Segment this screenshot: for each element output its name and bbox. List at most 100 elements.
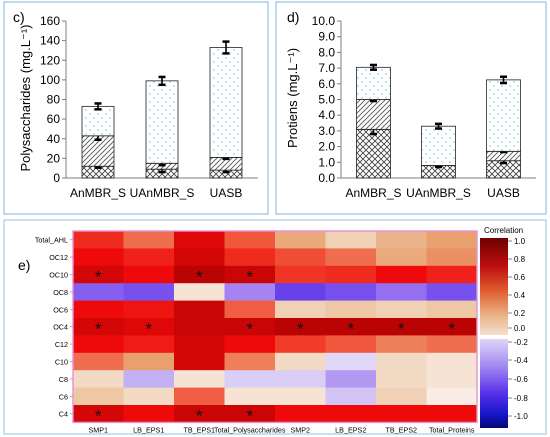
heatmap-row-label: OC4 [53, 323, 68, 332]
panel-d-frame [275, 1, 547, 215]
panel-d-y-tick-label: 0.0 [318, 171, 335, 185]
heatmap-cell [224, 265, 276, 284]
panel-d-y-tick-label: 6.0 [318, 77, 335, 91]
heatmap-column-label: TB_EPS1 [183, 425, 215, 434]
heatmap-cell [224, 370, 276, 388]
legend-tick-label: 0.2 [514, 309, 526, 318]
heatmap-cell [275, 283, 326, 301]
heatmap-cell [174, 387, 225, 406]
heatmap-cell [123, 370, 175, 388]
panel-d-ylabel: Protiens (mg.L⁻¹) [285, 48, 300, 148]
panel-d-y-tick-label: 10.0 [312, 14, 336, 28]
heatmap-cell [325, 248, 377, 267]
heatmap-cell [224, 231, 276, 249]
heatmap-cell [224, 300, 276, 319]
legend-tick-label: -0.4 [514, 356, 528, 365]
panel-d-y-tick-label: 8.0 [318, 45, 335, 59]
heatmap-cell [123, 231, 175, 249]
heatmap-cell [426, 370, 478, 388]
legend-tick-label: 0.0 [514, 324, 526, 333]
heatmap-column-label: Total_Polysaccharides [214, 425, 286, 434]
panel-c-y-tick-label: 0 [53, 171, 60, 185]
panel-c-bar-segment [81, 105, 115, 137]
heatmap-cell [174, 265, 225, 284]
heatmap-cell [325, 300, 377, 319]
legend-tick-label: 0.6 [514, 273, 526, 282]
significance-star: * [196, 268, 203, 287]
panel-c-frame [3, 1, 269, 215]
panel-d-y-tick-label: 7.0 [318, 61, 335, 75]
heatmap-cell [174, 370, 225, 388]
heatmap-cell [376, 335, 427, 354]
heatmap-row-label: C8 [59, 375, 68, 384]
heatmap-cell [325, 352, 377, 371]
heatmap-cell [174, 405, 225, 423]
panel-c-bar-segment [145, 80, 179, 164]
heatmap-cell [426, 265, 478, 284]
panel-d-bar-segment [421, 125, 456, 166]
heatmap-cell [426, 283, 478, 301]
panel-c-bar-segment [209, 47, 243, 158]
significance-star: * [246, 268, 253, 287]
panel-d-bar-segment [486, 79, 521, 152]
heatmap-column-label: TB_EPS2 [385, 425, 417, 434]
heatmap-cell [174, 283, 225, 301]
heatmap-cell [123, 300, 175, 319]
panel-d-y-tick-label: 4.0 [318, 108, 335, 122]
significance-star: * [95, 407, 102, 426]
panel-d-bar-segment [356, 128, 391, 179]
heatmap-cell [275, 405, 326, 423]
heatmap-cell [376, 405, 427, 423]
heatmap-cell [224, 352, 276, 371]
heatmap-cell [123, 283, 175, 301]
heatmap-cell [73, 370, 124, 388]
heatmap-cell [224, 387, 276, 406]
heatmap-cell [325, 283, 377, 301]
heatmap-cell [275, 231, 326, 249]
heatmap-cell [73, 352, 124, 371]
heatmap-row-label: Total_AHL [35, 236, 68, 245]
panel-d-x-tick-label: UAnMBR_S [406, 186, 471, 200]
panel-c-x-tick-label: UAnMBR_S [130, 186, 195, 200]
heatmap-cell [73, 283, 124, 301]
heatmap-cell [123, 265, 175, 284]
heatmap-cell [325, 335, 377, 354]
significance-star: * [246, 407, 253, 426]
legend-tick-label: -0.8 [514, 394, 528, 403]
panel-d-x-tick-label: UASB [487, 186, 520, 200]
heatmap-cell [275, 387, 326, 406]
heatmap-cell [73, 318, 124, 336]
legend-tick-label: 0.8 [514, 255, 526, 264]
heatmap-cell [123, 335, 175, 354]
heatmap-cell [73, 405, 124, 423]
panel-e-label: e) [18, 257, 30, 273]
significance-star: * [95, 268, 102, 287]
legend-tick-label: -1.0 [514, 412, 528, 421]
heatmap-cell [123, 352, 175, 371]
heatmap-cell [174, 248, 225, 267]
heatmap-cell [426, 405, 478, 423]
heatmap-cell [224, 318, 276, 336]
heatmap-cell [275, 248, 326, 267]
heatmap-cell [275, 265, 326, 284]
heatmap-column-label: LB_EPS1 [133, 425, 164, 434]
heatmap-cell [376, 387, 427, 406]
heatmap-cell [224, 248, 276, 267]
heatmap-cell [426, 231, 478, 249]
legend-ticks: 1.0 0.8 0.6 0.4 0.2 0.0 -0.2 -0.4 -0.6 -0.8 -1.0 [508, 237, 528, 421]
legend-tick-label: 0.4 [514, 291, 526, 300]
significance-star: * [347, 320, 354, 339]
heatmap-cell [73, 387, 124, 406]
panel-c-y-tick-label: 80 [47, 93, 61, 107]
heatmap-cell [325, 387, 377, 406]
heatmap-cell [275, 318, 326, 336]
heatmap-column-label: Total_Proteins [429, 425, 475, 434]
heatmap-row-label: C4 [59, 410, 68, 419]
legend-title: Correlation [484, 226, 523, 235]
heatmap-row-label: C6 [59, 392, 68, 401]
heatmap-cell [376, 300, 427, 319]
legend-tick-label: -0.6 [514, 375, 528, 384]
legend-bar-negative [480, 339, 508, 428]
panel-d-bar-segment [356, 66, 391, 100]
